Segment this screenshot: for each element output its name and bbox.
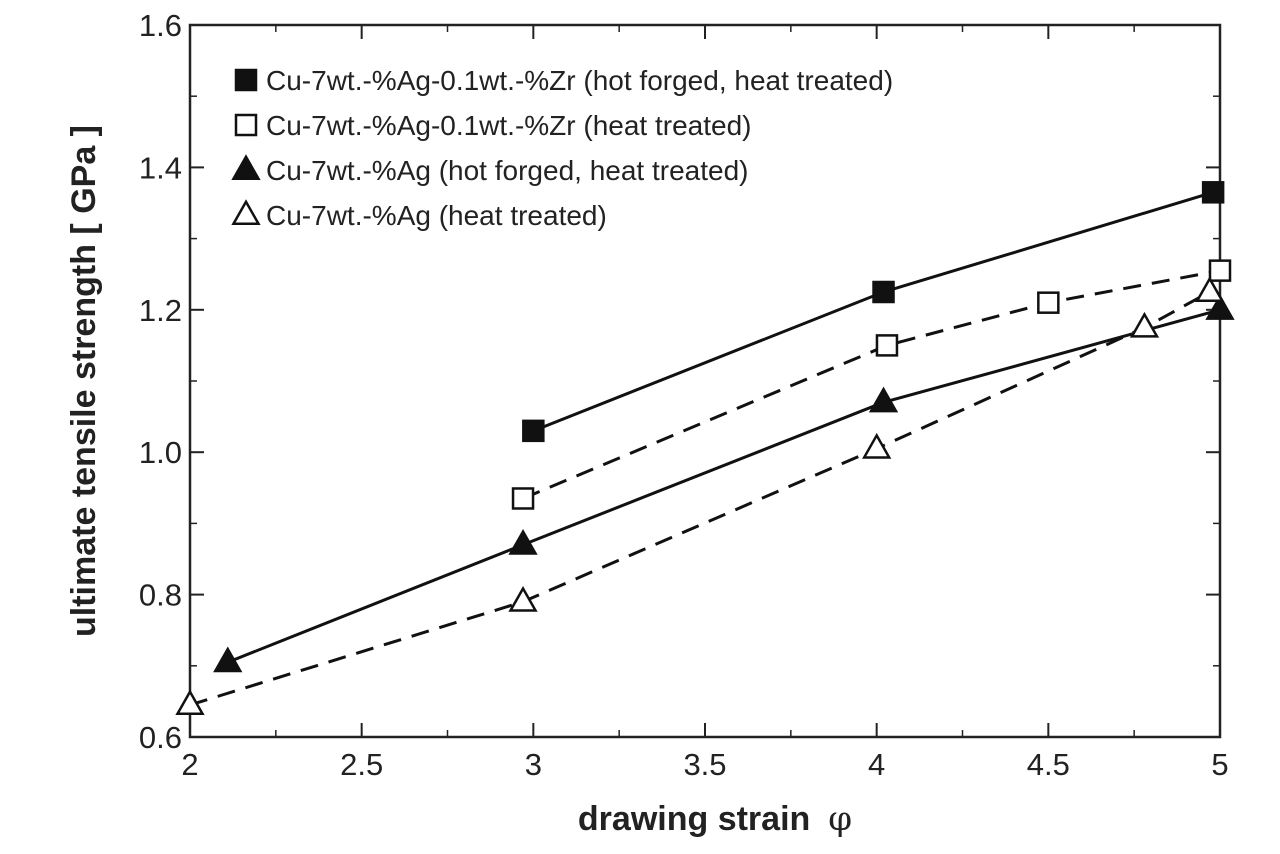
- data-point-series-4: [508, 585, 538, 612]
- x-axis-label: drawing strain φ: [578, 799, 852, 839]
- legend-label-1: Cu-7wt.-%Ag-0.1wt.-%Zr (hot forged, heat…: [266, 65, 893, 96]
- x-tick-label: 3.5: [683, 747, 726, 782]
- series-line-2: [522, 269, 1221, 500]
- y-tick-label: 1.6: [139, 8, 182, 43]
- x-axis-label-text: drawing strain: [578, 800, 810, 838]
- series-lines: [189, 190, 1221, 707]
- x-tick-label: 5: [1211, 747, 1228, 782]
- y-tick-label: 0.6: [139, 720, 182, 755]
- y-tick-label: 0.8: [139, 578, 182, 613]
- data-point-series-1: [872, 280, 895, 304]
- legend-marker-4: [231, 199, 261, 226]
- legend: Cu-7wt.-%Ag-0.1wt.-%Zr (hot forged, heat…: [231, 65, 893, 231]
- y-tick-label: 1.4: [139, 150, 182, 185]
- data-point-series-3: [213, 646, 243, 673]
- legend-marker-2: [234, 113, 258, 137]
- legend-marker-3: [231, 154, 261, 181]
- data-point-series-4: [175, 689, 205, 716]
- y-tick-label: 1.0: [139, 435, 182, 470]
- legend-label-3: Cu-7wt.-%Ag (hot forged, heat treated): [266, 155, 748, 186]
- series-line-1: [532, 190, 1214, 433]
- data-point-series-2: [1208, 259, 1232, 282]
- series-line-3: [227, 308, 1221, 664]
- x-tick-label: 2.5: [340, 747, 383, 782]
- data-point-series-4: [862, 432, 892, 459]
- axis-tick-labels: 2 2.5 3 3.5 4 4.5 5 0.6 0.8 1.0 1.2 1.4 1.6: [139, 8, 1229, 782]
- legend-label-4: Cu-7wt.-%Ag (heat treated): [266, 200, 607, 231]
- data-point-series-3: [508, 529, 538, 555]
- legend-label-2: Cu-7wt.-%Ag-0.1wt.-%Zr (heat treated): [266, 110, 752, 141]
- data-point-series-2: [1037, 291, 1060, 314]
- data-point-series-3: [868, 386, 899, 413]
- data-point-series-2: [511, 487, 535, 510]
- data-point-series-3: [1205, 294, 1235, 320]
- y-tick-label: 1.2: [139, 293, 182, 328]
- legend-marker-1: [234, 68, 258, 92]
- y-axis-label: ultimate tensile strength [ GPa ]: [65, 125, 103, 637]
- x-axis-label-symbol: φ: [828, 799, 852, 839]
- data-point-series-1: [522, 419, 545, 443]
- data-point-series-2: [875, 334, 899, 357]
- axis-ticks: [189, 24, 1221, 738]
- x-tick-label: 3: [525, 747, 542, 782]
- data-point-series-4: [1195, 276, 1225, 303]
- data-point-series-1: [1201, 181, 1225, 204]
- x-tick-label: 2: [181, 747, 198, 782]
- x-tick-label: 4.5: [1027, 747, 1070, 782]
- series-markers: [175, 181, 1235, 716]
- data-point-series-4: [1129, 311, 1160, 338]
- x-tick-label: 4: [868, 747, 885, 782]
